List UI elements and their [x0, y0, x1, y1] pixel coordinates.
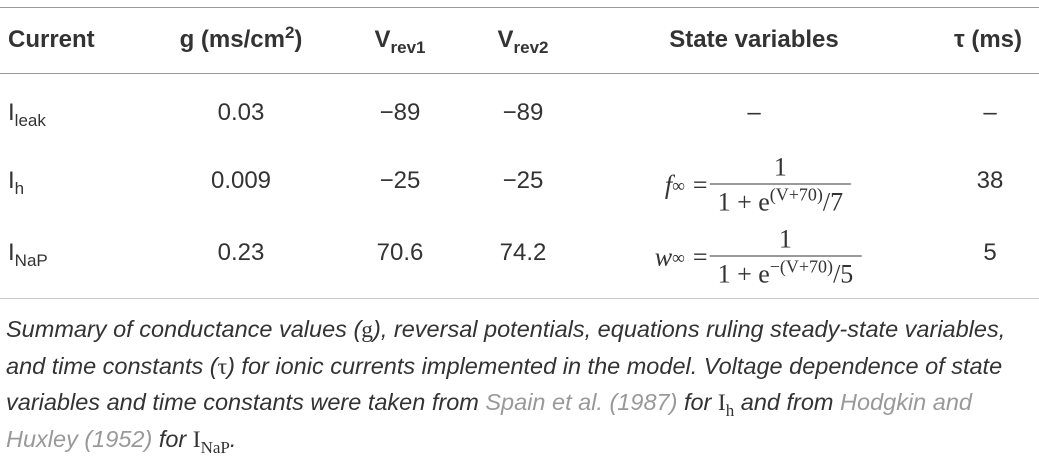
cell: 0.03: [217, 99, 265, 126]
header-cell: g (ms/cm2): [179, 23, 303, 54]
numerator: 1: [709, 153, 852, 185]
cell: 5: [983, 239, 997, 266]
caption: Summary of conductance values (g), rever…: [6, 312, 1034, 458]
denominator: 1 + e−(V+70)/5: [718, 257, 854, 289]
subscript: h: [14, 179, 25, 198]
symbol: g: [361, 317, 374, 343]
rule: [0, 7, 1039, 8]
text: 1 + e: [717, 187, 770, 217]
cell: −25: [502, 167, 544, 194]
variable: w: [654, 242, 673, 271]
cell: 74.2: [499, 239, 547, 266]
text: /5: [833, 259, 854, 289]
text: ), reversal potentials, equations ruling…: [6, 316, 1006, 379]
formula: f ∞ = 1 1 + e(V+70)/7: [664, 153, 852, 217]
symbol: I: [717, 390, 726, 416]
cell: 0.009: [210, 167, 272, 194]
subscript: NaP: [14, 251, 48, 270]
text: Summary of conductance values (: [6, 316, 362, 342]
cell: 38: [976, 167, 1004, 194]
equation: f ∞ = 1 1 + e(V+70)/7: [664, 153, 852, 217]
text: .: [229, 425, 237, 452]
cell: −89: [502, 99, 544, 126]
subscript: NaP: [200, 437, 230, 457]
header-cell: Vrev1: [374, 26, 426, 57]
subscript: rev1: [390, 38, 426, 57]
superscript: 2: [284, 23, 295, 42]
subscript: h: [725, 401, 735, 420]
rule: [0, 298, 1039, 299]
denominator: 1 + e(V+70)/7: [718, 185, 844, 217]
header-cell: State variables: [669, 26, 839, 53]
text: ) for ionic currents implemented in the …: [6, 352, 1003, 416]
numerator: 1: [709, 225, 862, 257]
symbol: I: [192, 426, 201, 453]
text: ): [294, 26, 303, 53]
rule: [0, 73, 1039, 74]
text: I: [8, 239, 15, 266]
text: V: [497, 26, 514, 53]
cell: Ileak: [8, 99, 46, 130]
operator: =: [692, 242, 708, 271]
formula: w ∞ = 1 1 + e−(V+70)/5: [654, 225, 862, 289]
text: for: [152, 425, 193, 452]
header-cell: τ (ms): [953, 26, 1023, 53]
cell: −89: [379, 99, 421, 126]
text: 1 + e: [717, 259, 770, 289]
text: I: [8, 167, 15, 194]
operator: =: [692, 170, 708, 199]
text: /7: [822, 187, 844, 217]
cell: INaP: [8, 239, 48, 270]
citation-link[interactable]: Hodgkin and Huxley (1952): [6, 389, 972, 452]
text: V: [374, 26, 391, 53]
exponent: (V+70): [769, 184, 823, 205]
text: I: [8, 99, 15, 126]
subscript: rev2: [513, 38, 549, 57]
cell: 70.6: [376, 239, 424, 266]
symbol: τ: [217, 353, 228, 380]
text: g (ms/cm: [179, 26, 285, 53]
cell: –: [747, 99, 761, 126]
text: for: [677, 389, 718, 415]
subscript: leak: [14, 111, 46, 130]
cell: Ih: [8, 167, 25, 198]
citation-link[interactable]: Spain et al. (1987): [485, 389, 678, 415]
cell: –: [983, 99, 997, 126]
variable: f: [664, 170, 673, 199]
header-cell: Vrev2: [497, 26, 549, 57]
header-cell: Current: [8, 26, 95, 53]
cell: 0.23: [217, 239, 265, 266]
exponent: −(V+70): [769, 256, 834, 277]
text: and from: [734, 389, 841, 415]
cell: −25: [379, 167, 421, 194]
equation: w ∞ = 1 1 + e−(V+70)/5: [654, 225, 862, 289]
